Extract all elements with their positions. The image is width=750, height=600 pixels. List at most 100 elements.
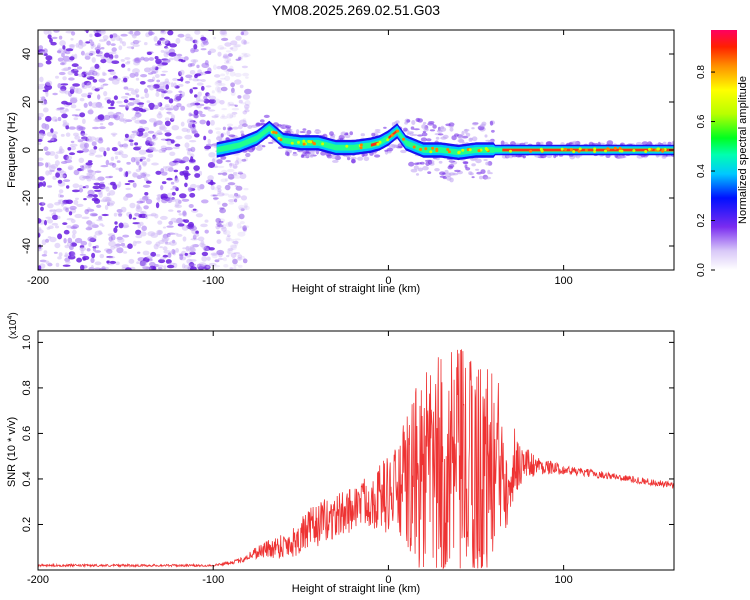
noise-blob (195, 39, 199, 45)
noise-blob (231, 87, 235, 94)
noise-blob (115, 111, 122, 115)
noise-blob (191, 244, 195, 248)
noise-blob (216, 224, 224, 228)
noise-blob (38, 138, 43, 142)
noise-blob (52, 134, 57, 140)
noise-blob (55, 208, 63, 213)
noise-blob (161, 171, 168, 176)
noise-blob (54, 225, 60, 229)
noise-blob (51, 222, 59, 226)
noise-blob (189, 113, 196, 117)
noise-blob (115, 35, 121, 41)
noise-blob (109, 34, 114, 39)
noise-blob (52, 36, 58, 40)
colorbar-ticks: 0.0 0.2 0.4 0.6 0.8 (696, 65, 715, 277)
noise-blob (229, 103, 236, 107)
noise-blob (110, 103, 114, 107)
noise-blob (105, 159, 110, 166)
noise-blob (242, 54, 249, 58)
noise-blob (177, 33, 185, 38)
noise-blob (160, 215, 168, 220)
noise-blob (228, 163, 235, 166)
noise-blob (184, 80, 191, 84)
noise-blob (103, 150, 107, 157)
noise-blob (100, 58, 107, 64)
noise-blob (163, 51, 169, 58)
noise-blob (158, 259, 166, 264)
noise-blob (226, 50, 231, 53)
ridge-dot (378, 140, 382, 144)
noise-blob (143, 205, 149, 210)
noise-blob (90, 257, 95, 263)
noise-blob (161, 181, 167, 185)
noise-blob (88, 242, 92, 247)
noise-blob (99, 51, 103, 55)
noise-blob (225, 160, 231, 163)
noise-blob (153, 122, 157, 128)
noise-blob (157, 220, 163, 225)
noise-blob (200, 240, 205, 245)
noise-blob (242, 118, 247, 123)
noise-blob (93, 30, 99, 33)
halo-blob (285, 125, 292, 129)
noise-blob (169, 151, 176, 156)
noise-blob (96, 219, 104, 222)
noise-blob (79, 97, 85, 102)
noise-blob (73, 117, 79, 121)
noise-blob (236, 158, 243, 164)
noise-blob (80, 50, 85, 56)
noise-blob (142, 266, 151, 270)
ridge-dot (509, 149, 512, 153)
noise-blob (213, 64, 217, 70)
noise-blob (233, 265, 237, 270)
colorbar-tick-label: 0.8 (696, 65, 707, 79)
ridge-dot (359, 143, 363, 147)
halo-blob (432, 124, 437, 129)
noise-blob (196, 263, 202, 270)
ridge-dot (412, 145, 416, 149)
noise-blob (148, 146, 156, 151)
noise-blob (189, 140, 197, 143)
noise-blob (48, 165, 56, 171)
noise-blob (184, 252, 188, 256)
noise-blob (120, 96, 129, 99)
noise-blob (118, 118, 125, 122)
noise-blob (38, 62, 44, 68)
noise-blob (111, 33, 118, 38)
noise-blob (63, 67, 71, 71)
noise-blob (118, 222, 124, 229)
snr-y-label: SNR (10 * v/v) (6, 417, 18, 487)
noise-blob (188, 159, 196, 163)
noise-blob (68, 211, 73, 216)
noise-blob (196, 82, 204, 86)
noise-blob (102, 35, 109, 40)
noise-blob (160, 185, 164, 191)
noise-blob (239, 226, 244, 229)
noise-blob (185, 166, 190, 171)
ridge-dot (656, 147, 660, 151)
noise-blob (76, 66, 83, 70)
noise-blob (196, 184, 201, 188)
noise-blob (135, 235, 143, 239)
noise-blob (99, 223, 104, 226)
noise-blob (59, 194, 64, 198)
noise-blob (123, 195, 129, 201)
noise-blob (242, 94, 251, 100)
noise-blob (179, 171, 185, 176)
noise-blob (163, 130, 171, 133)
noise-blob (57, 179, 63, 184)
noise-blob (47, 185, 53, 188)
noise-blob (167, 192, 173, 198)
noise-blob (193, 233, 200, 238)
ridge-dot (390, 133, 394, 137)
noise-blob (227, 194, 235, 198)
noise-blob (69, 205, 77, 210)
noise-blob (173, 169, 179, 173)
noise-blob (210, 184, 215, 191)
noise-blob (133, 61, 140, 66)
noise-blob (242, 225, 247, 232)
halo-blob (438, 160, 443, 164)
noise-blob (223, 67, 229, 72)
noise-blob (193, 109, 199, 116)
noise-blob (119, 144, 124, 148)
